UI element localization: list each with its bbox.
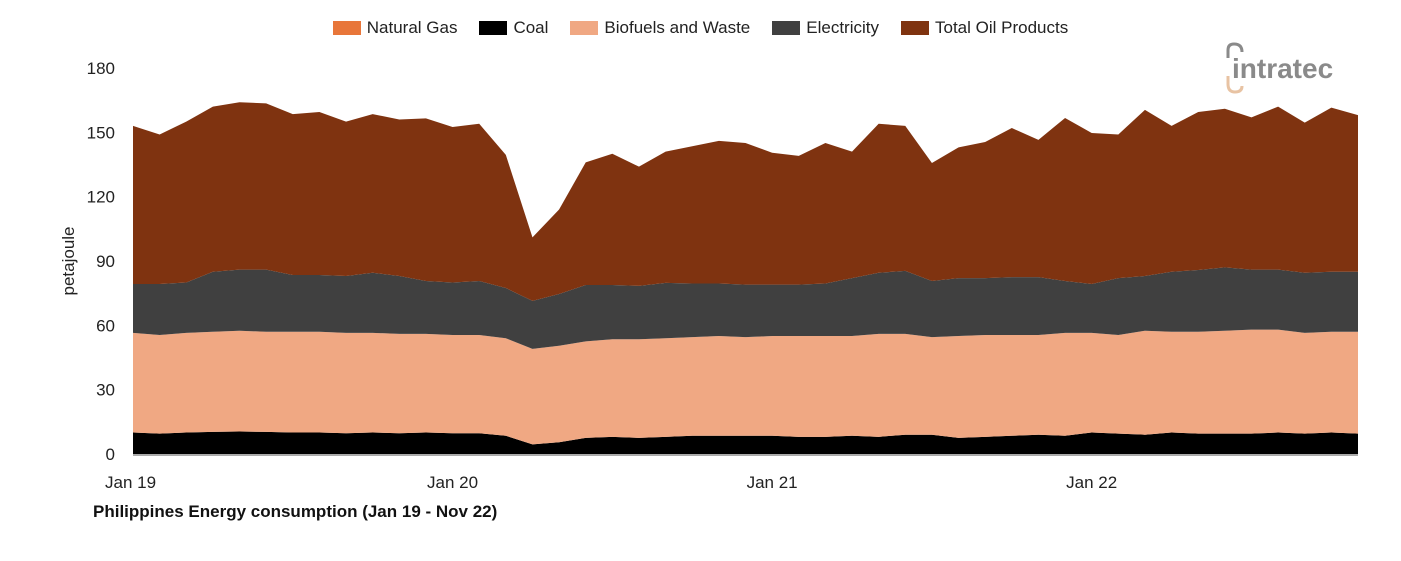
area-biofuels-and-waste xyxy=(133,329,1358,445)
legend-swatch xyxy=(570,21,599,35)
legend-label: Coal xyxy=(513,18,549,37)
intratec-logo: intratec xyxy=(1222,42,1367,102)
legend-swatch xyxy=(479,21,508,35)
area-electricity xyxy=(133,267,1358,349)
svg-text:intratec: intratec xyxy=(1232,53,1333,84)
legend-label: Biofuels and Waste xyxy=(604,18,751,37)
y-axis-label: petajoule xyxy=(59,226,78,295)
x-tick-label: Jan 21 xyxy=(747,473,798,492)
legend-label: Natural Gas xyxy=(366,18,458,37)
legend-item: Total Oil Products xyxy=(901,18,1068,38)
y-tick-label: 180 xyxy=(87,59,115,78)
legend-item: Biofuels and Waste xyxy=(570,18,750,38)
y-tick-label: 90 xyxy=(96,252,115,271)
legend-item: Coal xyxy=(479,18,548,38)
legend-swatch xyxy=(332,21,361,35)
y-tick-label: 30 xyxy=(96,381,115,400)
legend-label: Electricity xyxy=(806,18,879,37)
legend-item: Electricity xyxy=(772,18,879,38)
legend: Natural Gas Coal Biofuels and Waste Electri… xyxy=(0,18,1401,38)
chart-title: Philippines Energy consumption (Jan 19 -… xyxy=(93,502,498,521)
legend-swatch xyxy=(901,21,929,35)
x-tick-label: Jan 22 xyxy=(1066,473,1117,492)
legend-swatch xyxy=(772,21,801,35)
legend-label: Total Oil Products xyxy=(935,18,1069,37)
area-total-oil-products xyxy=(133,102,1358,301)
legend-item: Natural Gas xyxy=(332,18,458,38)
area-coal xyxy=(133,431,1358,454)
x-tick-label: Jan 19 xyxy=(105,473,156,492)
y-tick-label: 120 xyxy=(87,188,115,207)
y-tick-label: 0 xyxy=(106,445,115,464)
y-tick-label: 150 xyxy=(87,123,115,142)
x-tick-label: Jan 20 xyxy=(427,473,478,492)
y-tick-label: 60 xyxy=(96,316,115,335)
